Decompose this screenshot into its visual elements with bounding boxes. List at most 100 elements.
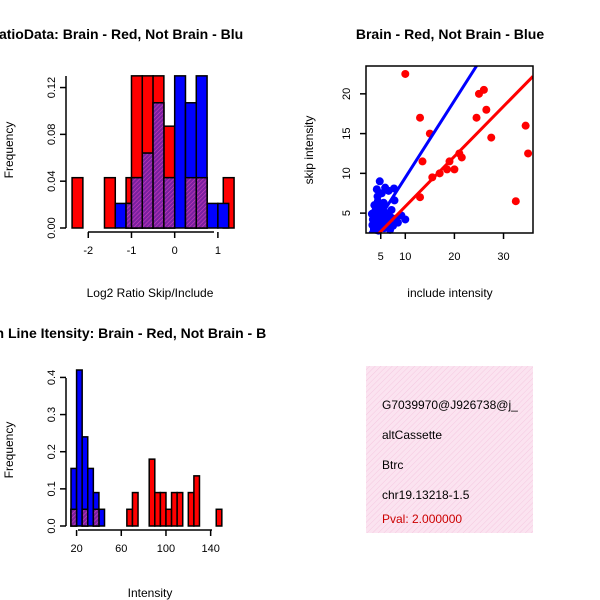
brain-point-1 (416, 113, 425, 122)
overlap-bar-3 (141, 152, 154, 229)
y-tick-label-1: 0.04 (46, 170, 58, 191)
brain-bar-1 (103, 176, 117, 229)
info-line-location: chr19.13218-1.5 (382, 488, 470, 502)
brain-point-14 (479, 85, 488, 94)
not-brain-bar-1 (75, 369, 83, 527)
brain-bar-6 (154, 491, 162, 527)
ratio-x-ticks: -2 -1 0 1 (83, 232, 221, 257)
scatter-y-tick-label-2: 15 (341, 127, 353, 139)
not-brain-point-31 (387, 205, 396, 214)
y-tick-label-3: 0.12 (46, 77, 58, 98)
y-tick-label-0: 0.0 (46, 518, 58, 533)
info-line-probe-id: G7039970@J926738@j_ (382, 398, 518, 412)
overlap-bar-8 (195, 176, 208, 229)
ratio-histogram-ylabel: Frequency (2, 122, 16, 179)
ratio-overlap-bars (125, 102, 208, 229)
exon-y-ticks: 0.0 0.1 0.2 0.3 0.4 (46, 370, 66, 534)
brain-bar-7 (159, 491, 167, 527)
brain-bar-0 (71, 176, 84, 229)
scatter-x-tick-label-2: 20 (448, 251, 460, 263)
not-brain-point-44 (373, 192, 382, 201)
overlap-bar-2 (130, 176, 144, 229)
y-tick-label-3: 0.3 (46, 407, 58, 422)
not-brain-bar-0 (114, 202, 127, 229)
exon-intensity-histogram-panel: Exon Line Itensity: Brain - Red, Not Bra… (0, 325, 266, 600)
overlap-bar-7 (184, 176, 198, 229)
brain-point-9 (450, 165, 459, 174)
brain-point-17 (511, 197, 520, 206)
scatter-ylabel: skip intensity (302, 116, 316, 185)
exon-histogram-ylabel: Frequency (2, 422, 16, 479)
scatter-y-ticks: 5 10 15 20 (341, 88, 366, 216)
x-tick-label-3: 140 (201, 543, 219, 555)
info-panel: G7039970@J926738@j_ altCassette Btrc chr… (366, 366, 533, 533)
brain-point-11 (457, 153, 466, 162)
ratio-y-ticks: 0.00 0.04 0.08 0.12 (46, 77, 66, 239)
overlap-bar-2 (81, 508, 89, 527)
exon-x-ticks: 20 60 100 140 (70, 530, 220, 555)
exon-overlap-bars (70, 508, 100, 527)
info-panel-background (366, 366, 533, 533)
not-brain-point-43 (381, 183, 390, 192)
brain-bar-12 (193, 475, 201, 527)
info-line-event-type: altCassette (382, 428, 442, 442)
brain-point-18 (521, 121, 530, 130)
not-brain-bar-6 (173, 75, 187, 229)
exon-not-brain-bars (70, 369, 106, 527)
brain-bar-10 (176, 491, 184, 527)
not-brain-bar-3 (87, 467, 95, 527)
y-tick-label-1: 0.1 (46, 481, 58, 496)
x-tick-label-3: 1 (215, 245, 221, 257)
scatter-y-tick-label-3: 20 (341, 88, 353, 100)
scatter-points (367, 69, 533, 235)
not-brain-bar-5 (98, 508, 106, 527)
brain-fit-line (377, 75, 533, 233)
exon-brain-bars (70, 458, 223, 527)
scatter-y-tick-label-0: 5 (341, 210, 353, 216)
scatter-fit-lines (368, 66, 533, 233)
brain-bar-13 (215, 508, 223, 527)
not-brain-bar-9 (206, 202, 219, 229)
brain-bar-3 (126, 508, 134, 527)
scatter-xlabel: include intensity (407, 286, 492, 300)
brain-bar-8 (165, 508, 173, 527)
not-brain-point-41 (386, 225, 395, 234)
scatter-plot-box (365, 65, 534, 234)
overlap-bar-4 (152, 102, 165, 229)
scatter-y-tick-label-1: 10 (341, 167, 353, 179)
intensity-scatter-panel: Brain - Red, Not Brain - Blue include in… (302, 26, 544, 300)
scatter-x-ticks: 5 10 20 30 (378, 233, 510, 263)
x-tick-label-1: -1 (127, 245, 137, 257)
brain-bar-5 (148, 458, 156, 527)
overlap-bar-5 (163, 176, 176, 229)
not-brain-point-35 (393, 218, 402, 227)
x-tick-label-0: -2 (83, 245, 93, 257)
ratio-histogram-xlabel: Log2 Ratio Skip/Include (87, 286, 214, 300)
y-tick-label-2: 0.2 (46, 444, 58, 459)
not-brain-bar-10 (217, 202, 230, 229)
scatter-x-tick-label-0: 5 (378, 251, 384, 263)
not-brain-point-23 (379, 198, 388, 207)
brain-point-12 (472, 113, 481, 122)
y-tick-label-0: 0.00 (46, 217, 58, 238)
brain-point-2 (418, 157, 427, 166)
x-tick-label-2: 0 (172, 245, 178, 257)
x-tick-label-2: 100 (157, 543, 175, 555)
x-tick-label-0: 20 (70, 543, 82, 555)
overlap-bar-4 (92, 508, 100, 527)
info-pvalue: Pval: 2.000000 (382, 512, 462, 526)
brain-point-15 (482, 105, 491, 114)
brain-bar-9 (170, 491, 178, 527)
brain-point-16 (487, 133, 496, 142)
scatter-x-tick-label-1: 10 (399, 251, 411, 263)
not-brain-point-42 (367, 209, 376, 218)
not-brain-fit-line (368, 66, 478, 233)
scatter-x-tick-label-3: 30 (497, 251, 509, 263)
exon-histogram-xlabel: Intensity (128, 586, 173, 600)
not-brain-point-15 (375, 177, 384, 186)
y-tick-label-2: 0.08 (46, 124, 58, 145)
brain-bar-4 (131, 491, 139, 527)
overlap-bar-0 (70, 508, 78, 527)
brain-bar-11 (187, 491, 195, 527)
